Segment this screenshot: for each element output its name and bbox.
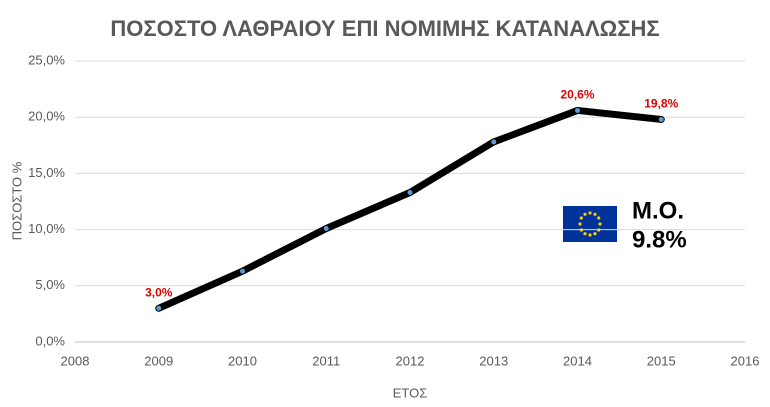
y-axis-label: ΠΟΣΟΣΤΟ % xyxy=(9,161,24,240)
data-point xyxy=(323,225,329,231)
data-point xyxy=(156,305,162,311)
annotation: 9.8% xyxy=(632,226,687,253)
flag-field xyxy=(563,206,617,242)
x-tick-label: 2014 xyxy=(563,353,592,368)
data-point xyxy=(658,116,664,122)
x-tick-label: 2009 xyxy=(144,353,173,368)
data-label: 20,6% xyxy=(560,88,594,102)
x-tick-label: 2011 xyxy=(312,353,340,368)
data-label: 3,0% xyxy=(145,285,173,299)
x-tick-label: 2015 xyxy=(647,353,676,368)
x-tick-label: 2010 xyxy=(228,353,257,368)
y-tick-label: 10,0% xyxy=(28,221,65,236)
x-axis-label: ΕΤΟΣ xyxy=(393,385,428,400)
y-tick-label: 20,0% xyxy=(28,109,65,124)
x-tick-label: 2008 xyxy=(61,353,90,368)
y-tick-label: 0,0% xyxy=(35,333,65,348)
y-tick-label: 5,0% xyxy=(35,277,65,292)
y-tick-label: 15,0% xyxy=(28,165,65,180)
chart-title: ΠΟΣΟΣΤΟ ΛΑΘΡΑΙΟΥ ΕΠΙ ΝΟΜΙΜΗΣ ΚΑΤΑΝΑΛΩΣΗΣ xyxy=(110,16,659,41)
annotation: Μ.Ο. xyxy=(632,197,684,224)
data-point xyxy=(575,107,580,113)
data-point xyxy=(407,190,413,196)
data-point xyxy=(240,268,245,274)
eu-flag xyxy=(563,206,617,242)
x-tick-label: 2013 xyxy=(479,353,508,368)
data-point xyxy=(491,139,497,145)
data-label: 19,8% xyxy=(644,97,678,111)
y-tick-label: 25,0% xyxy=(28,52,65,67)
x-tick-label: 2016 xyxy=(731,353,760,368)
x-tick-label: 2012 xyxy=(396,353,425,368)
